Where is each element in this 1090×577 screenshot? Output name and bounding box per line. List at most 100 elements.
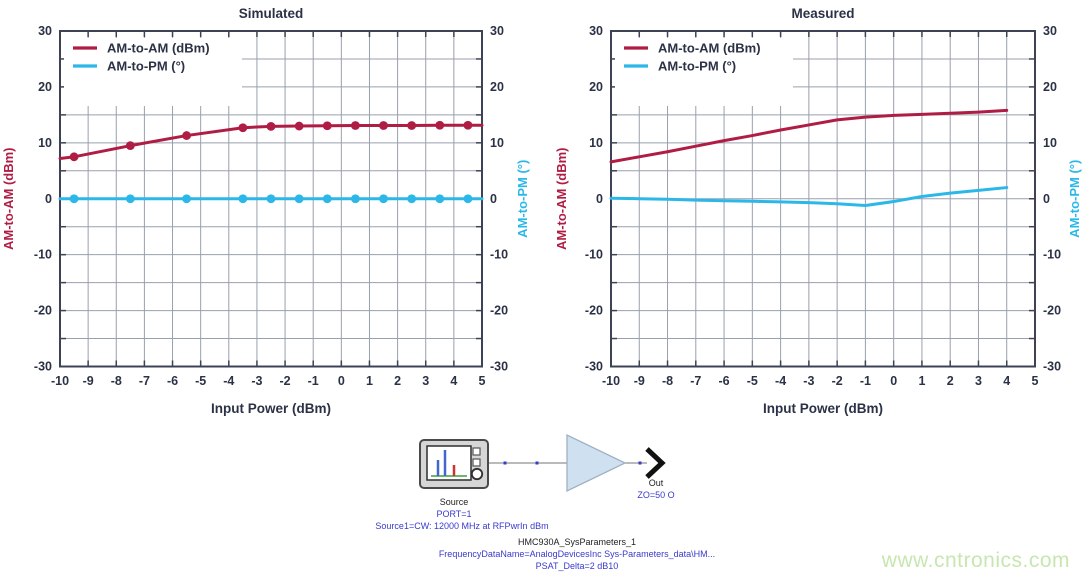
y-tick-label-left: 30 bbox=[589, 24, 603, 38]
source-button-icon bbox=[472, 458, 481, 467]
y-tick-label-right: -20 bbox=[490, 304, 508, 318]
y-tick-label-right: 30 bbox=[1043, 24, 1057, 38]
schematic-diagram: Source PORT=1 Source1=CW: 12000 MHz at R… bbox=[375, 433, 715, 571]
x-tick-label: -3 bbox=[803, 374, 814, 388]
y-tick-label-left: -20 bbox=[34, 304, 52, 318]
x-tick-label: 0 bbox=[890, 374, 897, 388]
y-axis-title-left: AM-to-AM (dBm) bbox=[1, 147, 16, 250]
component-name-label: HMC930A_SysParameters_1 bbox=[518, 537, 636, 547]
data-point bbox=[435, 194, 445, 204]
y-tick-label-left: 20 bbox=[589, 80, 603, 94]
x-tick-label: -10 bbox=[51, 374, 69, 388]
data-point bbox=[351, 121, 360, 130]
y-tick-label-left: -10 bbox=[585, 248, 603, 262]
y-tick-label-left: -30 bbox=[585, 360, 603, 374]
source-button-icon bbox=[472, 447, 481, 456]
source-param-label: Source1=CW: 12000 MHz at RFPwrIn dBm bbox=[375, 521, 548, 531]
x-tick-label: -9 bbox=[634, 374, 645, 388]
data-point bbox=[125, 141, 135, 151]
y-tick-label-right: 10 bbox=[490, 136, 504, 150]
data-point bbox=[463, 120, 473, 130]
data-point bbox=[379, 194, 388, 204]
x-tick-label: 2 bbox=[947, 374, 954, 388]
x-tick-label: 4 bbox=[1003, 374, 1010, 388]
chart-measured: AM-to-AM (dBm) AM-to-PM (°) 30 30 20 20 10 10 0 0… bbox=[545, 0, 1090, 430]
y-tick-label-left: 0 bbox=[596, 192, 603, 206]
x-tick-label: -4 bbox=[223, 374, 234, 388]
spectrum-screen bbox=[426, 445, 472, 481]
y-tick-label-left: -20 bbox=[585, 304, 603, 318]
x-axis-title: Input Power (dBm) bbox=[211, 401, 331, 416]
y-tick-label-right: -30 bbox=[1043, 360, 1061, 374]
x-tick-label: -8 bbox=[662, 374, 673, 388]
out-arrow-icon[interactable] bbox=[645, 447, 666, 479]
data-point bbox=[266, 194, 276, 204]
y-tick-label-right: 20 bbox=[1043, 80, 1057, 94]
y-tick-label-right: -10 bbox=[490, 248, 508, 262]
x-tick-label: -5 bbox=[195, 374, 206, 388]
series-line-am-to-am-dbm bbox=[609, 108, 1009, 164]
series-markers-am-to-am-dbm bbox=[69, 120, 473, 162]
legend: AM-to-AM (dBm) AM-to-PM (°) bbox=[624, 41, 761, 74]
component-param2-label: PSAT_Delta=2 dB10 bbox=[536, 561, 619, 571]
legend-label: AM-to-AM (dBm) bbox=[658, 41, 761, 56]
y-tick-label-left: 10 bbox=[38, 136, 52, 150]
y-axis-title-right: AM-to-PM (°) bbox=[515, 160, 530, 238]
x-tick-label: -1 bbox=[860, 374, 871, 388]
x-tick-label: 4 bbox=[450, 374, 457, 388]
x-tick-label: -2 bbox=[832, 374, 843, 388]
amplifier-icon[interactable] bbox=[566, 433, 627, 493]
data-point bbox=[322, 121, 332, 131]
data-point bbox=[407, 121, 417, 130]
x-tick-label: -7 bbox=[139, 374, 150, 388]
data-point bbox=[266, 121, 276, 131]
x-tick-label: -3 bbox=[251, 374, 262, 388]
data-point bbox=[125, 194, 135, 204]
data-point bbox=[238, 194, 248, 204]
legend-label: AM-to-PM (°) bbox=[658, 59, 736, 74]
component-param1-label: FrequencyDataName=AnalogDevicesInc Sys-P… bbox=[439, 549, 715, 559]
y-tick-label-right: 0 bbox=[490, 192, 497, 206]
y-tick-label-left: -10 bbox=[34, 248, 52, 262]
data-point bbox=[322, 194, 332, 204]
y-tick-label-right: 0 bbox=[1043, 192, 1050, 206]
data-point bbox=[407, 194, 417, 204]
y-tick-label-right: -20 bbox=[1043, 304, 1061, 318]
data-point bbox=[238, 123, 248, 133]
x-tick-label: 2 bbox=[394, 374, 401, 388]
x-tick-label: 3 bbox=[975, 374, 982, 388]
y-tick-label-right: -30 bbox=[490, 360, 508, 374]
source-label: Source bbox=[440, 497, 469, 507]
y-tick-label-left: 20 bbox=[38, 80, 52, 94]
x-tick-label: -2 bbox=[280, 374, 291, 388]
y-tick-label-left: -30 bbox=[34, 360, 52, 374]
chart-simulated: AM-to-AM (dBm) AM-to-PM (°) 30 30 20 20 10 10 0 0… bbox=[0, 0, 545, 430]
x-tick-label: -5 bbox=[747, 374, 758, 388]
legend-label: AM-to-AM (dBm) bbox=[107, 41, 210, 56]
y-tick-label-right: -10 bbox=[1043, 248, 1061, 262]
y-tick-label-left: 0 bbox=[45, 192, 52, 206]
source-port-label: PORT=1 bbox=[436, 509, 471, 519]
data-point bbox=[294, 194, 304, 204]
y-axis-title-right: AM-to-PM (°) bbox=[1067, 160, 1082, 238]
x-tick-label: 1 bbox=[918, 374, 925, 388]
y-tick-label-right: 30 bbox=[490, 24, 504, 38]
data-point bbox=[435, 120, 445, 130]
chart-title: Measured bbox=[791, 6, 854, 21]
x-tick-label: -1 bbox=[308, 374, 319, 388]
series-line-am-to-pm bbox=[609, 186, 1009, 207]
y-tick-label-left: 30 bbox=[38, 24, 52, 38]
watermark: www.cntronics.com bbox=[881, 549, 1070, 572]
wire-node-icon bbox=[503, 461, 507, 465]
wire-node-icon bbox=[638, 461, 642, 465]
x-tick-label: -6 bbox=[719, 374, 730, 388]
series-markers-am-to-pm bbox=[69, 194, 473, 204]
data-point bbox=[182, 194, 192, 204]
data-point bbox=[294, 121, 304, 131]
data-point bbox=[69, 152, 79, 162]
signal-source-icon[interactable] bbox=[419, 439, 489, 489]
legend-label: AM-to-PM (°) bbox=[107, 59, 185, 74]
x-tick-label: -8 bbox=[111, 374, 122, 388]
